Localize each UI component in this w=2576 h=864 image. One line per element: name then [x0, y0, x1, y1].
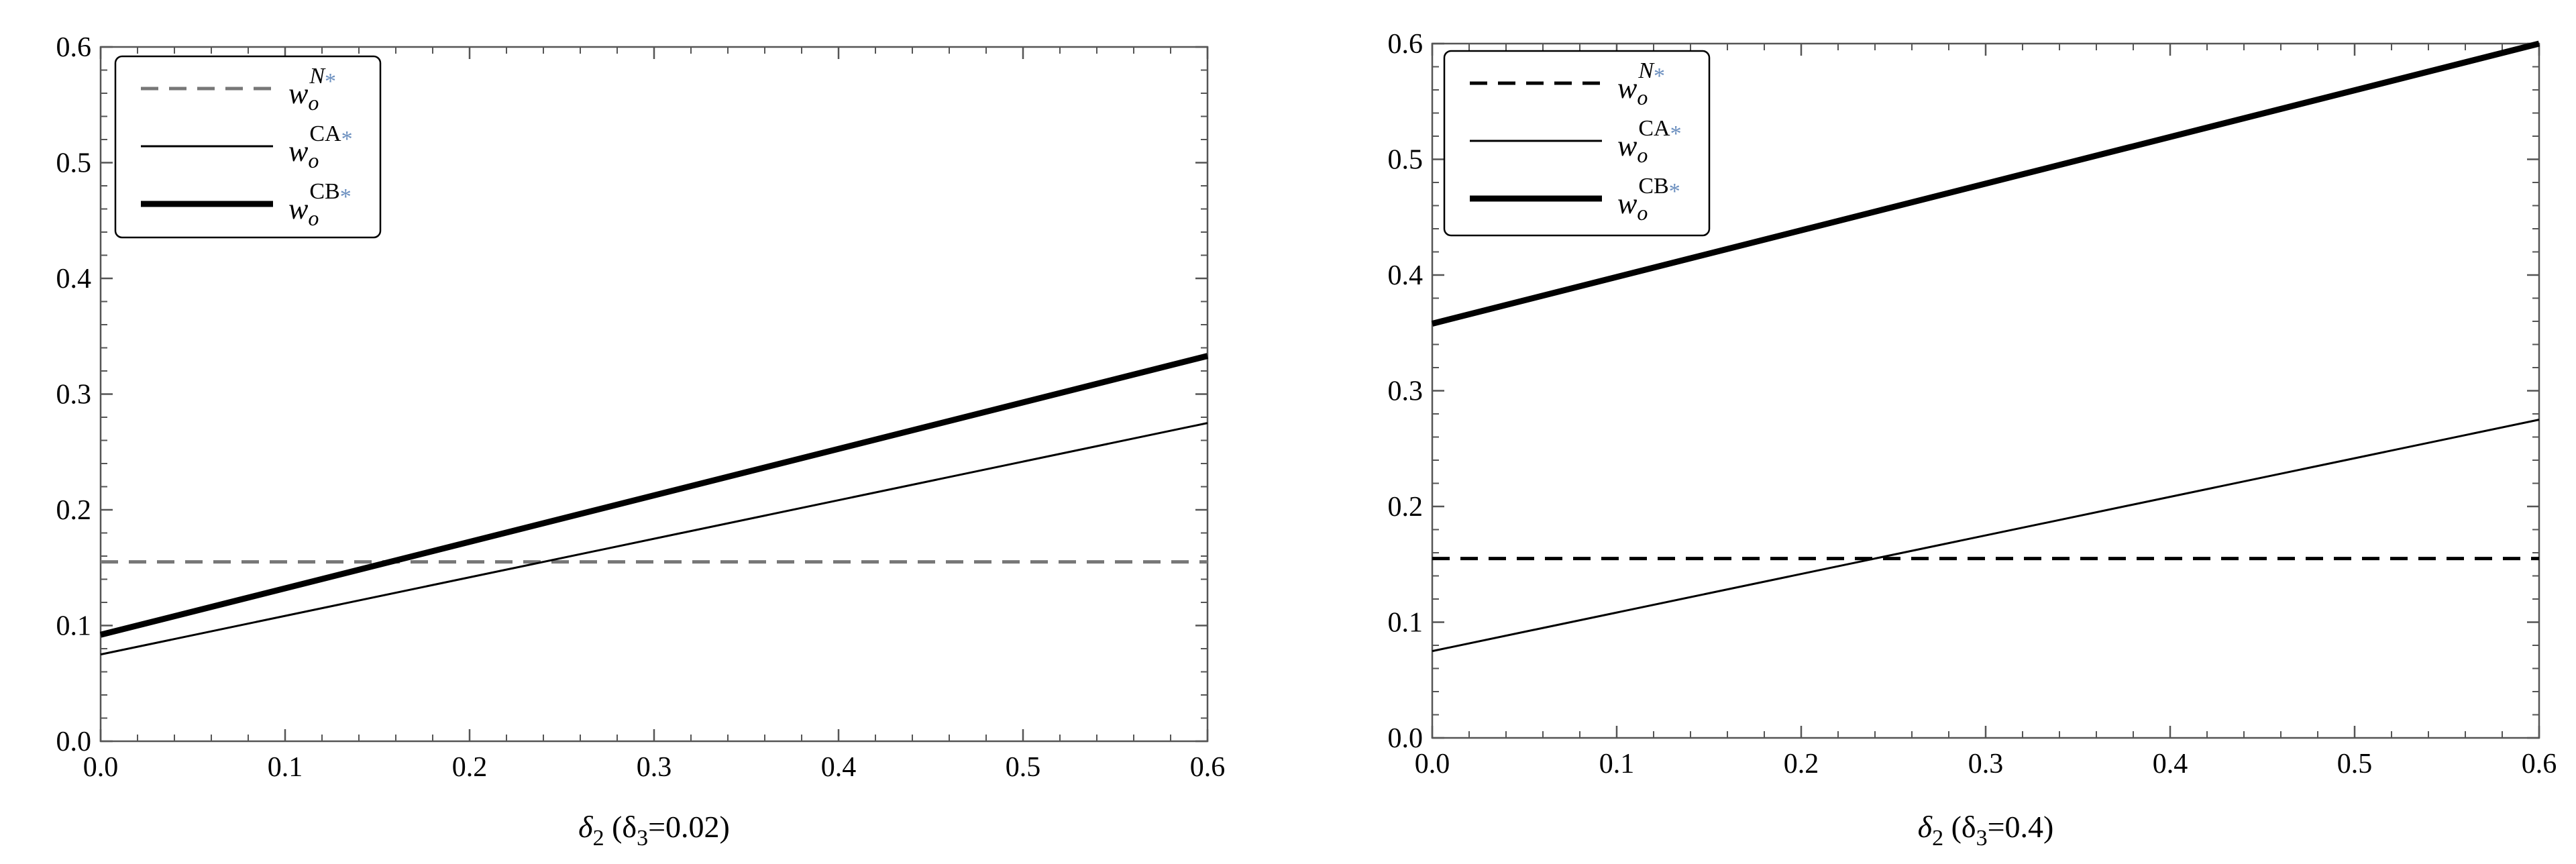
series-line-ca — [1432, 419, 2540, 653]
x-tick-label: 0.6 — [1190, 752, 1226, 783]
y-tick-label: 0.0 — [1388, 723, 1424, 754]
chart-panel-right: 0.0 0.1 0.2 0.3 0.4 0.5 0.6 0.0 0.1 0.2 0.3 0.4 0.5 0… — [1388, 29, 2557, 851]
legend-box — [1443, 50, 1711, 237]
x-tick-label: 0.0 — [1415, 749, 1450, 779]
series-line-cb — [99, 353, 1209, 638]
legend-label-ca: woCA* — [1617, 116, 1682, 167]
y-tick-label: 0.5 — [56, 148, 92, 179]
legend: woN* woCA* woCB* — [114, 55, 382, 239]
y-tick-label: 0.2 — [1388, 492, 1424, 523]
x-tick-label: 0.3 — [1968, 749, 2004, 779]
y-tick-label: 0.6 — [56, 32, 92, 63]
legend-label-n: woN* — [1617, 58, 1665, 109]
x-tick-label: 0.5 — [2337, 749, 2373, 779]
x-tick-label: 0.1 — [1599, 749, 1635, 779]
y-tick-label: 0.6 — [1388, 29, 1424, 60]
x-tick-label: 0.5 — [1006, 752, 1041, 783]
y-tick-label: 0.1 — [1388, 608, 1424, 639]
y-tick-label: 0.4 — [1388, 260, 1424, 291]
x-tick-label: 0.6 — [2522, 749, 2557, 779]
legend-label-cb: woCB* — [288, 179, 352, 230]
y-tick-label: 0.5 — [1388, 145, 1424, 176]
y-tick-label: 0.1 — [56, 611, 92, 642]
y-tick-label: 0.3 — [56, 380, 92, 411]
x-tick-label: 0.4 — [2153, 749, 2188, 779]
legend-label-ca: woCA* — [288, 121, 353, 172]
chart-panel-left: 0.0 0.1 0.2 0.3 0.4 0.5 0.6 0.0 0.1 0.2 0.3 0.4 0.5 0… — [56, 32, 1226, 851]
x-tick-label: 0.3 — [637, 752, 672, 783]
y-tick-label: 0.2 — [56, 495, 92, 526]
x-tick-label: 0.4 — [821, 752, 857, 783]
x-tick-label: 0.0 — [83, 752, 119, 783]
x-axis-label: δ2 (δ3=0.02) — [578, 810, 730, 851]
legend-label-cb: woCB* — [1617, 174, 1680, 225]
legend: woN* woCA* woCB* — [1443, 50, 1711, 237]
series-line-ca — [100, 422, 1208, 656]
y-tick-label: 0.0 — [56, 726, 92, 757]
y-tick-label: 0.3 — [1388, 376, 1424, 407]
series-line-cb — [1431, 40, 2540, 327]
y-tick-label: 0.4 — [56, 264, 92, 294]
legend-label-n: woN* — [288, 64, 336, 115]
x-tick-label: 0.1 — [268, 752, 303, 783]
x-tick-label: 0.2 — [452, 752, 488, 783]
x-axis-label: δ2 (δ3=0.4) — [1918, 810, 2054, 851]
x-tick-label: 0.2 — [1784, 749, 1819, 779]
